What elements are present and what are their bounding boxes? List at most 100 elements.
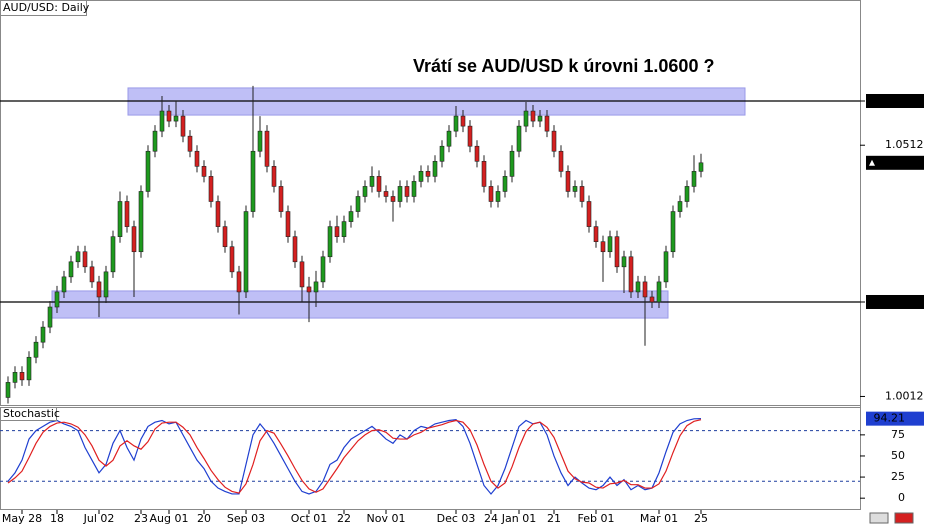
candle-body [145, 150, 151, 192]
candle-body [572, 186, 578, 192]
candle-body [530, 110, 536, 122]
candle-body [691, 171, 697, 187]
candle-body [187, 135, 193, 152]
y-tick-label: 1.0600 [885, 94, 924, 107]
candle-body [103, 271, 109, 298]
candle-body [502, 176, 508, 192]
y-tick-label: 0 [898, 491, 905, 504]
y-tick-label: 1.0012 [885, 389, 924, 402]
chart-title: AUD/USD: Daily [3, 1, 90, 14]
candle-body [334, 226, 340, 237]
last-price-box [866, 155, 924, 170]
candle-body [138, 191, 144, 253]
candle-body [194, 150, 200, 167]
candle-body [628, 256, 634, 293]
y-tick-label: 1.0200 [885, 295, 924, 308]
candle-body [460, 115, 466, 127]
candle-body [481, 160, 487, 187]
candle-body [537, 115, 543, 122]
close-icon[interactable] [894, 512, 914, 524]
candle-body [642, 281, 648, 298]
candle-body [152, 130, 158, 152]
stochastic-title-box [0, 407, 57, 421]
last-value-label: 94.21 [874, 412, 906, 425]
y-tick-label: 50 [891, 449, 905, 462]
candle-body [404, 186, 410, 197]
x-tick-label: 22 [337, 512, 351, 525]
candle-body [432, 160, 438, 177]
x-tick-label: 24 [484, 512, 498, 525]
stochastic-line [7, 418, 702, 495]
candle-body [677, 201, 683, 212]
x-tick-label: 18 [50, 512, 64, 525]
candle-body [285, 211, 291, 237]
candle-body [61, 276, 67, 293]
candle-body [313, 281, 319, 293]
candle-body [411, 181, 417, 197]
candle-body [131, 226, 137, 253]
candle-body [439, 145, 445, 162]
y-tick-label: 25 [891, 470, 905, 483]
candle-body [698, 162, 704, 172]
y-tick-label: 1.0512 [885, 138, 924, 151]
candle-body [684, 186, 690, 202]
x-tick-label: Nov 01 [367, 512, 406, 525]
y-tick-box [866, 294, 924, 309]
candle-body [33, 341, 39, 358]
candle-body [5, 382, 11, 398]
x-tick-label: 21 [547, 512, 561, 525]
candle-body [614, 236, 620, 268]
candle-body [75, 251, 81, 263]
candle-body [215, 201, 221, 227]
y-tick-label: 75 [891, 428, 905, 441]
title-box [0, 0, 87, 16]
candle-body [453, 115, 459, 132]
x-tick-label: May 28 [2, 512, 42, 525]
x-tick-label: Dec 03 [437, 512, 476, 525]
candle-body [607, 236, 613, 253]
scroll-icon[interactable] [869, 512, 889, 524]
candle-body [355, 196, 361, 212]
candle-body [670, 211, 676, 253]
candle-body [544, 115, 550, 132]
candle-body [362, 186, 368, 197]
x-tick-label: Feb 01 [578, 512, 615, 525]
candle-body [264, 130, 270, 167]
candle-body [383, 191, 389, 197]
x-tick-label: Sep 03 [227, 512, 265, 525]
candle-body [159, 110, 165, 132]
candle-body [222, 226, 228, 248]
last-price-arrow [869, 159, 875, 166]
candle-body [488, 186, 494, 202]
candle-body [397, 186, 403, 202]
candle-body [54, 291, 60, 308]
candle-body [257, 130, 263, 152]
x-tick-label: Jul 02 [83, 512, 115, 525]
candle-body [509, 150, 515, 177]
stochastic-title: Stochastic [3, 407, 60, 420]
candle-body [600, 241, 606, 253]
annotation: Vrátí se AUD/USD k úrovni 1.0600 ? [413, 56, 714, 76]
last-value-box [866, 411, 924, 426]
candle-body [250, 150, 256, 212]
candle-body [47, 306, 53, 328]
candle-body [271, 166, 277, 187]
x-tick-label: 23 [134, 512, 148, 525]
candle-body [243, 211, 249, 293]
candle-body [89, 266, 95, 283]
candle-body [96, 281, 102, 298]
candle-body [369, 176, 375, 187]
plot-layer: 1.0600 1.0512 1.0200 1.0012 1.0477 May 28 18 Ju… [0, 85, 924, 525]
candle-body [201, 166, 207, 177]
candle-body [348, 211, 354, 222]
candle-body [495, 191, 501, 202]
zone [51, 290, 669, 319]
candle-body [586, 201, 592, 227]
stochastic-line [7, 419, 702, 494]
candle-body [418, 171, 424, 182]
x-tick-label: 20 [197, 512, 211, 525]
candle-body [474, 145, 480, 162]
candle-body [327, 226, 333, 258]
y-tick-box [866, 93, 924, 108]
